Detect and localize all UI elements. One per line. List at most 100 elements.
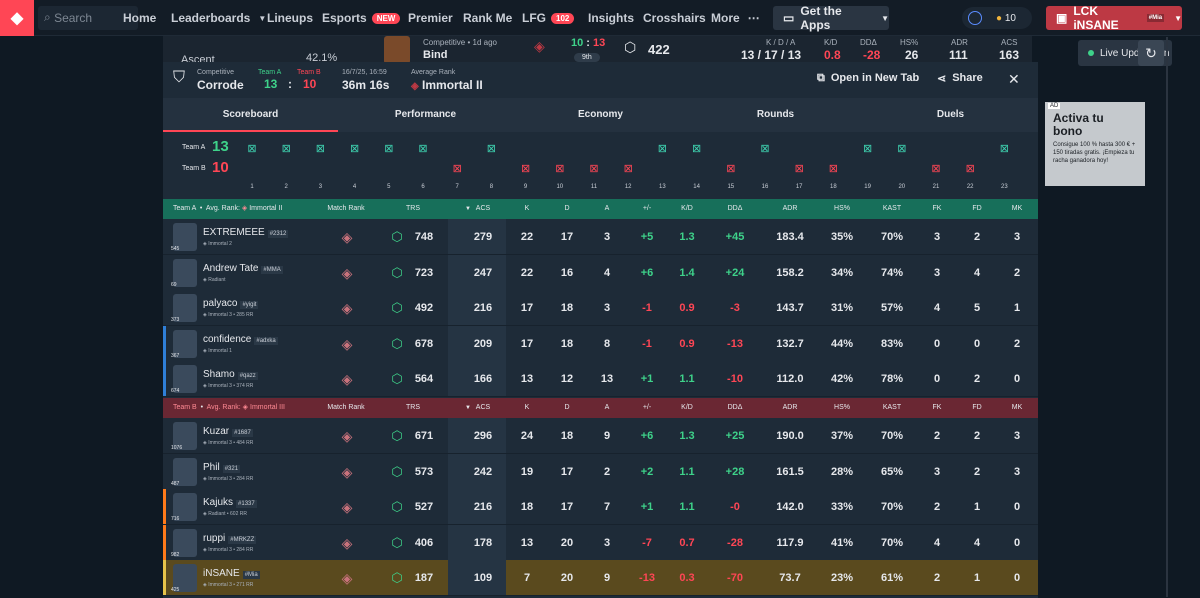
round-win-b-icon[interactable]: ⊠ [826, 162, 840, 176]
round-win-a-icon[interactable]: ⊠ [279, 142, 293, 156]
col-header-multi-kills[interactable]: MK [987, 398, 1038, 418]
external-link-icon: ⧉ [817, 72, 825, 85]
player-name[interactable]: ruppi [203, 533, 225, 544]
round-win-a-icon[interactable]: ⊠ [997, 142, 1011, 156]
round-win-b-icon[interactable]: ⊠ [621, 162, 635, 176]
round-win-a-icon[interactable]: ⊠ [655, 142, 669, 156]
player-name[interactable]: Kuzar [203, 426, 229, 437]
player-row[interactable]: 716 Kajuks #1337 ◈ Radiant • 602 RR ◈ ⬡ 527 216… [163, 489, 1038, 525]
stat-dd-delta: -0 [710, 489, 760, 525]
player-row[interactable]: 487 Phil #321 ◈ Immortal 3 • 284 RR ◈ ⬡ 573 242… [163, 454, 1038, 490]
player-name[interactable]: Kajuks [203, 497, 233, 508]
round-win-a-icon[interactable]: ⊠ [348, 142, 362, 156]
player-name[interactable]: Andrew Tate [203, 263, 258, 274]
nav-premier[interactable]: Premier [408, 11, 453, 25]
player-name[interactable]: Phil [203, 462, 220, 473]
col-header-match-rank[interactable]: Match Rank [316, 199, 376, 219]
player-row[interactable]: 425 iNSANE #Mia ◈ Immortal 3 • 271 RR ◈ ⬡ 187 1… [163, 560, 1038, 596]
advertisement[interactable]: AD Activa tu bono Consigue 100 % hasta 3… [1045, 102, 1145, 186]
player-name[interactable]: palyaco [203, 298, 237, 309]
round-win-a-icon[interactable]: ⊠ [313, 142, 327, 156]
rank-icon: ◈ [534, 38, 545, 55]
player-row[interactable]: 367 confidence #adxka ◈ Immortal 1 ◈ ⬡ 678 209 1… [163, 326, 1038, 362]
round-win-a-icon[interactable]: ⊠ [382, 142, 396, 156]
col-header-adr[interactable]: ADR [760, 398, 820, 418]
tab-duels[interactable]: Duels [863, 98, 1038, 132]
scrollbar-track[interactable] [1166, 37, 1168, 597]
player-name[interactable]: iNSANE [203, 568, 240, 579]
col-header-match-rank[interactable]: Match Rank [316, 398, 376, 418]
round-win-a-icon[interactable]: ⊠ [416, 142, 430, 156]
col-header-trs[interactable]: TRS [383, 398, 443, 418]
col-header-multi-kills[interactable]: MK [987, 199, 1038, 219]
player-level: 982 [171, 552, 179, 558]
round-win-a-icon[interactable]: ⊠ [758, 142, 772, 156]
col-header-dd-delta[interactable]: DDΔ [705, 398, 765, 418]
stat-acs: 209 [458, 326, 508, 362]
player-name[interactable]: confidence [203, 334, 251, 345]
round-win-b-icon[interactable]: ⊠ [792, 162, 806, 176]
refresh-icon: ↻ [1145, 45, 1157, 62]
stat-adr: 143.7 [765, 290, 815, 326]
player-level: 1076 [171, 445, 182, 451]
round-win-a-icon[interactable]: ⊠ [861, 142, 875, 156]
player-name[interactable]: Shamo [203, 369, 235, 380]
round-win-b-icon[interactable]: ⊠ [724, 162, 738, 176]
tab-economy[interactable]: Economy [513, 98, 688, 132]
nav-more[interactable]: More ⋯ [711, 11, 760, 25]
player-row[interactable]: 982 ruppi #MRKZZ ◈ Immortal 3 • 284 RR ◈ ⬡ 406… [163, 525, 1038, 561]
player-level: 373 [171, 317, 179, 323]
tab-scoreboard[interactable]: Scoreboard [163, 98, 338, 132]
match-details-modal: ⛉ Competitive Corrode Team A Team B 13 :… [163, 62, 1038, 598]
refresh-button[interactable]: ↻ [1138, 40, 1164, 66]
get-apps-button[interactable]: ▭ Get the Apps ▼ [773, 6, 889, 30]
player-row[interactable]: 373 palyaco #yigit ◈ Immortal 3 • 285 RR ◈ ⬡ 4… [163, 290, 1038, 326]
player-tag: #yigit [240, 301, 258, 309]
nav-leaderboards[interactable]: Leaderboards ▼ [171, 11, 266, 25]
player-level: 545 [171, 246, 179, 252]
col-header-trs[interactable]: TRS [383, 199, 443, 219]
player-rank: Immortal 3 • 284 RR [208, 476, 253, 482]
player-name[interactable]: EXTREMEEE [203, 227, 265, 238]
tab-performance[interactable]: Performance [338, 98, 513, 132]
search-icon: ⌕ [44, 10, 51, 25]
currency-display[interactable]: ● 10 [962, 7, 1032, 29]
player-row[interactable]: 69 Andrew Tate #MMA ◈ Radiant ◈ ⬡ 723 247 22 16 4 +… [163, 255, 1038, 291]
nav-esports[interactable]: Esports NEW [322, 11, 400, 25]
round-win-b-icon[interactable]: ⊠ [929, 162, 943, 176]
round-win-a-icon[interactable]: ⊠ [484, 142, 498, 156]
col-header-adr[interactable]: ADR [760, 199, 820, 219]
new-badge: NEW [372, 13, 401, 24]
nav-insights[interactable]: Insights [588, 11, 634, 25]
col-header-dd-delta[interactable]: DDΔ [705, 199, 765, 219]
player-row[interactable]: 545 EXTREMEEE #2312 ◈ Immortal 2 ◈ ⬡ 748 279 22 1… [163, 219, 1038, 255]
round-win-b-icon[interactable]: ⊠ [553, 162, 567, 176]
round-number: 10 [553, 184, 567, 190]
round-number: 19 [861, 184, 875, 190]
user-profile-button[interactable]: ▣ LCK iNSANE #Mia ▼ [1046, 6, 1182, 30]
close-button[interactable]: ✕ [1008, 71, 1020, 88]
chevron-down-icon: ▼ [258, 14, 266, 23]
nav-lfg[interactable]: LFG 102 [522, 11, 574, 25]
round-win-b-icon[interactable]: ⊠ [587, 162, 601, 176]
tab-rounds[interactable]: Rounds [688, 98, 863, 132]
party-indicator [163, 489, 166, 524]
round-win-b-icon[interactable]: ⊠ [963, 162, 977, 176]
nav-home[interactable]: Home [123, 11, 156, 25]
bg-match-row[interactable]: Competitive • 1d ago Bind ◈ 10 : 13 9th … [352, 36, 1032, 64]
nav-rank-me[interactable]: Rank Me [463, 11, 512, 25]
round-win-a-icon[interactable]: ⊠ [690, 142, 704, 156]
round-win-b-icon[interactable]: ⊠ [450, 162, 464, 176]
player-row[interactable]: 674 Shamo #qazz ◈ Immortal 3 • 374 RR ◈ ⬡ 564 1… [163, 361, 1038, 397]
site-logo[interactable]: ◆ [0, 0, 34, 36]
round-win-a-icon[interactable]: ⊠ [245, 142, 259, 156]
open-new-tab-button[interactable]: ⧉ Open in New Tab [817, 72, 919, 85]
stat-kd: 1.3 [662, 219, 712, 255]
round-win-b-icon[interactable]: ⊠ [519, 162, 533, 176]
nav-crosshairs[interactable]: Crosshairs [643, 11, 706, 25]
player-row[interactable]: 1076 Kuzar #1687 ◈ Immortal 3 • 484 RR ◈ ⬡ 671… [163, 418, 1038, 454]
round-win-a-icon[interactable]: ⊠ [895, 142, 909, 156]
nav-lineups[interactable]: Lineups [267, 11, 313, 25]
share-button[interactable]: ⋖ Share [937, 72, 983, 85]
stat-acs: 109 [458, 560, 508, 596]
